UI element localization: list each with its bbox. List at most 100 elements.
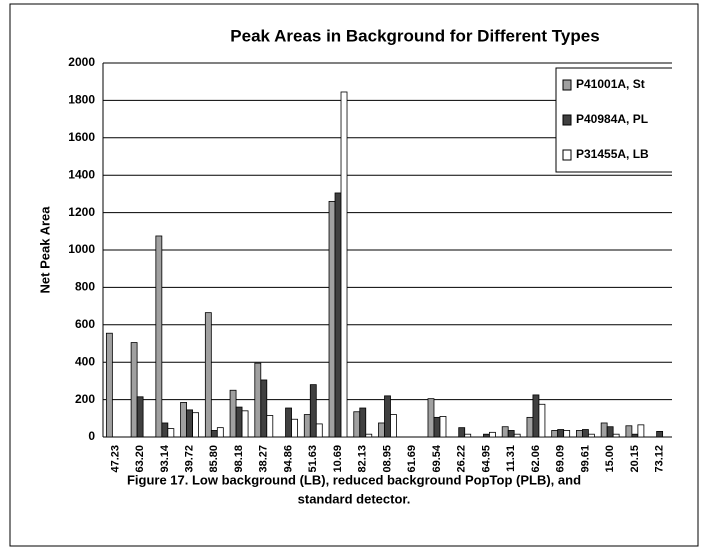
bar bbox=[501, 426, 509, 438]
x-tick-label: 85.80 bbox=[208, 445, 220, 473]
bar bbox=[507, 430, 515, 438]
y-tick-label: 1200 bbox=[68, 205, 95, 219]
bar bbox=[167, 428, 175, 438]
bar bbox=[155, 235, 163, 438]
x-tick-label: 20.15 bbox=[629, 445, 641, 473]
bar bbox=[384, 395, 391, 438]
bar bbox=[216, 427, 224, 438]
legend-label: P40984A, PL bbox=[576, 112, 648, 126]
bar bbox=[235, 406, 243, 438]
y-tick-label: 1600 bbox=[68, 130, 95, 144]
bar bbox=[390, 414, 397, 438]
x-tick-label: 62.06 bbox=[530, 445, 542, 473]
x-tick-label: 11.31 bbox=[505, 445, 517, 472]
plot: P41001A, St P40984A, PL P31455A, LB bbox=[103, 62, 672, 438]
y-tick-label: 1800 bbox=[68, 93, 95, 107]
x-tick-label: 69.09 bbox=[555, 445, 567, 473]
y-tick-label: 0 bbox=[88, 429, 95, 443]
bar bbox=[353, 411, 361, 438]
x-tick-label: 51.63 bbox=[307, 445, 319, 473]
bar bbox=[254, 362, 262, 438]
x-tick-label: 94.86 bbox=[282, 445, 294, 473]
bar bbox=[291, 418, 298, 438]
bar bbox=[285, 407, 292, 438]
bar bbox=[557, 429, 565, 438]
legend-box bbox=[555, 67, 672, 173]
bar bbox=[637, 424, 645, 438]
legend-swatch bbox=[562, 149, 572, 161]
bar bbox=[136, 396, 144, 438]
bar bbox=[130, 342, 138, 438]
bar bbox=[328, 200, 336, 438]
bar bbox=[631, 433, 639, 438]
caption: standard detector. bbox=[298, 491, 411, 506]
bar bbox=[266, 415, 274, 438]
bar bbox=[582, 429, 589, 438]
x-tick-label: 82.13 bbox=[357, 445, 369, 473]
bar bbox=[204, 312, 212, 438]
bar bbox=[483, 433, 490, 438]
y-tick-label: 600 bbox=[75, 317, 95, 331]
x-tick-label: 38.27 bbox=[258, 445, 270, 473]
x-tick-label: 15.00 bbox=[604, 445, 616, 473]
bar bbox=[303, 414, 311, 438]
x-tick-label: 73.12 bbox=[654, 445, 666, 473]
bar bbox=[625, 425, 633, 438]
bar bbox=[588, 433, 595, 438]
bar bbox=[458, 427, 466, 438]
bar bbox=[315, 423, 323, 438]
bar bbox=[365, 433, 373, 438]
y-tick-label: 400 bbox=[75, 354, 95, 368]
bar bbox=[378, 422, 385, 438]
bar bbox=[489, 431, 496, 438]
y-tick-label: 1000 bbox=[68, 242, 95, 256]
bar bbox=[433, 416, 441, 438]
bar bbox=[241, 410, 249, 438]
legend-label: P41001A, St bbox=[576, 77, 645, 91]
x-tick-label: 61.69 bbox=[406, 445, 418, 473]
bar bbox=[538, 403, 546, 438]
bar bbox=[551, 430, 559, 438]
bar bbox=[427, 398, 435, 438]
x-tick-label: 26.22 bbox=[456, 445, 468, 473]
bar bbox=[359, 407, 367, 438]
bar bbox=[656, 430, 664, 438]
y-tick-label: 200 bbox=[75, 392, 95, 406]
bar bbox=[606, 426, 614, 438]
bar bbox=[180, 402, 187, 438]
x-tick-label: 10.69 bbox=[332, 445, 344, 473]
bar bbox=[186, 409, 193, 438]
bar bbox=[309, 384, 317, 438]
bar bbox=[229, 389, 237, 438]
bar bbox=[210, 430, 218, 438]
bar bbox=[464, 433, 472, 438]
bar bbox=[192, 412, 199, 438]
y-tick-label: 1400 bbox=[68, 167, 95, 181]
bar bbox=[260, 379, 268, 438]
caption: Figure 17. Low background (LB), reduced … bbox=[127, 472, 581, 487]
x-tick-label: 63.20 bbox=[134, 445, 146, 473]
bar bbox=[600, 422, 608, 438]
bar bbox=[105, 332, 113, 438]
y-tick-label: 800 bbox=[75, 280, 95, 294]
frame bbox=[9, 3, 699, 547]
bar bbox=[576, 430, 583, 438]
x-tick-label: 93.14 bbox=[159, 444, 171, 472]
bar bbox=[161, 422, 169, 438]
x-tick-label: 47.23 bbox=[109, 445, 121, 473]
bar bbox=[334, 192, 342, 438]
bar bbox=[513, 433, 521, 438]
y-tick-label: 2000 bbox=[68, 55, 95, 69]
bar bbox=[526, 416, 534, 438]
bar bbox=[612, 433, 620, 438]
bar bbox=[532, 394, 540, 438]
bar bbox=[439, 416, 447, 438]
legend-swatch bbox=[562, 114, 572, 126]
x-tick-label: 39.72 bbox=[183, 445, 195, 473]
legend-label: P31455A, LB bbox=[576, 147, 649, 161]
x-tick-label: 08.95 bbox=[381, 445, 393, 473]
x-tick-label: 98.18 bbox=[233, 445, 245, 473]
y-axis-label: Net Peak Area bbox=[37, 206, 52, 294]
legend-swatch bbox=[562, 79, 572, 91]
